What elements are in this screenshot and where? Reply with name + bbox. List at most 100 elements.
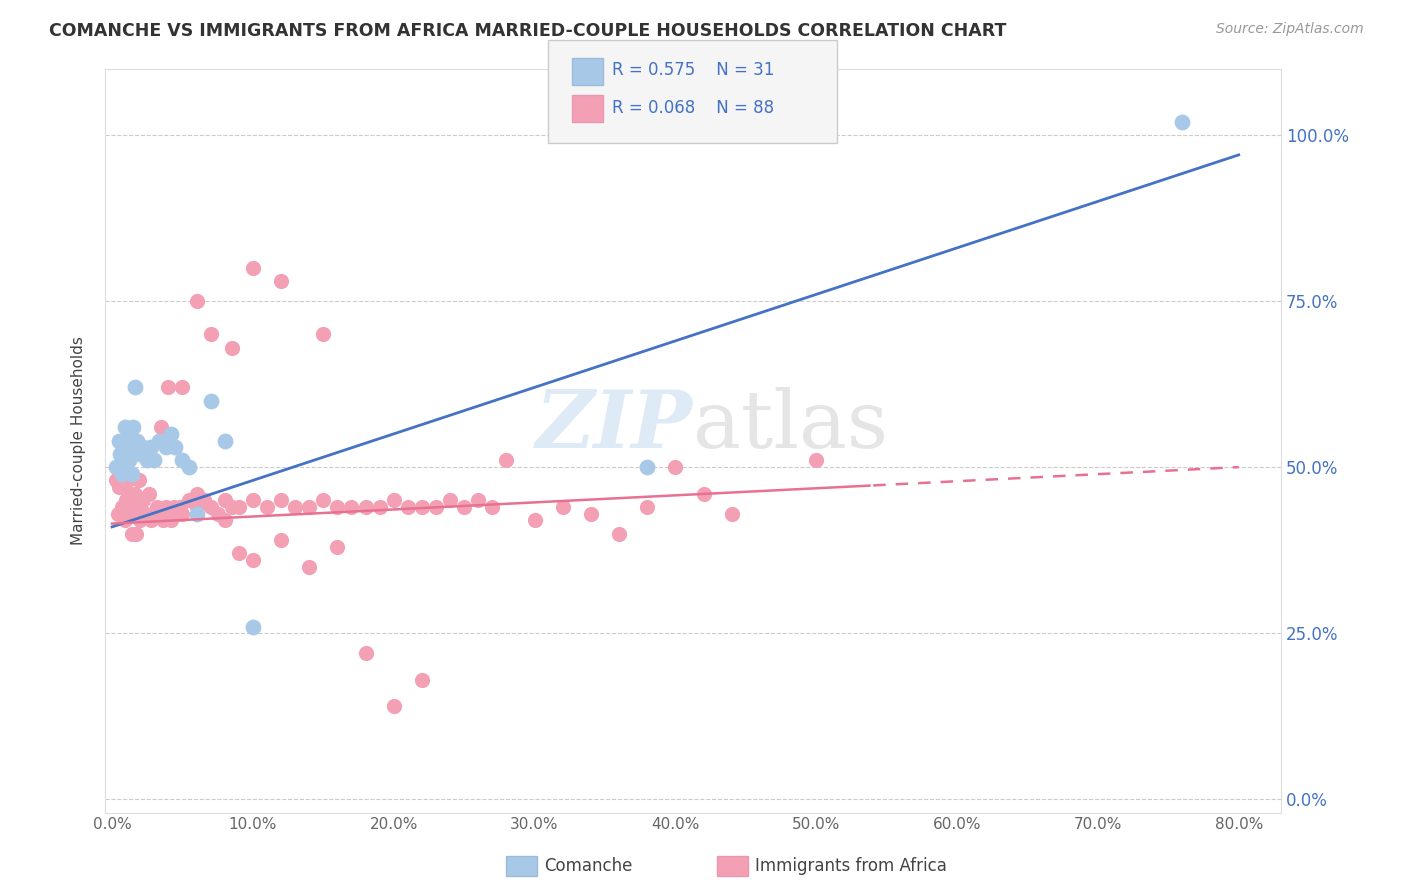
Point xyxy=(114,420,136,434)
Point xyxy=(396,500,419,514)
Point xyxy=(354,646,377,660)
Text: Source: ZipAtlas.com: Source: ZipAtlas.com xyxy=(1216,22,1364,37)
Point xyxy=(214,493,236,508)
Point xyxy=(129,447,152,461)
Point xyxy=(114,513,136,527)
Point xyxy=(326,500,349,514)
Point xyxy=(354,500,377,514)
Y-axis label: Married-couple Households: Married-couple Households xyxy=(72,336,86,545)
Point xyxy=(200,327,222,342)
Point xyxy=(129,513,152,527)
Point xyxy=(155,500,177,514)
Point xyxy=(221,341,243,355)
Point xyxy=(636,500,658,514)
Point xyxy=(228,500,250,514)
Point xyxy=(141,440,163,454)
Point xyxy=(122,420,145,434)
Point xyxy=(242,553,264,567)
Point xyxy=(111,500,134,514)
Point xyxy=(312,327,335,342)
Point xyxy=(166,507,188,521)
Point xyxy=(160,513,183,527)
Point xyxy=(1171,114,1194,128)
Text: Comanche: Comanche xyxy=(544,857,633,875)
Point xyxy=(127,500,149,514)
Point xyxy=(340,500,363,514)
Point xyxy=(551,500,574,514)
Point xyxy=(495,453,517,467)
Point xyxy=(157,380,180,394)
Point xyxy=(112,440,135,454)
Point xyxy=(242,493,264,508)
Point xyxy=(467,493,489,508)
Point xyxy=(326,540,349,554)
Point xyxy=(132,440,155,454)
Point xyxy=(636,460,658,475)
Point xyxy=(143,453,166,467)
Point xyxy=(298,559,321,574)
Point xyxy=(298,500,321,514)
Point xyxy=(157,507,180,521)
Point xyxy=(453,500,475,514)
Point xyxy=(439,493,461,508)
Point xyxy=(107,507,129,521)
Point xyxy=(382,493,405,508)
Point xyxy=(172,507,194,521)
Point xyxy=(105,460,128,475)
Point xyxy=(806,453,828,467)
Point xyxy=(312,493,335,508)
Point xyxy=(125,526,148,541)
Point xyxy=(242,619,264,633)
Point xyxy=(152,513,174,527)
Point xyxy=(172,453,194,467)
Point xyxy=(411,500,433,514)
Point xyxy=(270,493,292,508)
Text: ZIP: ZIP xyxy=(536,387,693,465)
Point xyxy=(148,434,170,448)
Point xyxy=(150,420,173,434)
Point xyxy=(149,507,172,521)
Point xyxy=(186,486,208,500)
Point xyxy=(110,460,132,475)
Point xyxy=(425,500,447,514)
Point xyxy=(136,453,159,467)
Point xyxy=(120,486,142,500)
Point xyxy=(179,493,201,508)
Point xyxy=(121,467,143,481)
Point xyxy=(382,699,405,714)
Point xyxy=(118,453,141,467)
Point xyxy=(118,507,141,521)
Point xyxy=(214,434,236,448)
Point xyxy=(270,274,292,288)
Point xyxy=(607,526,630,541)
Point xyxy=(270,533,292,548)
Point xyxy=(523,513,546,527)
Point xyxy=(143,507,166,521)
Point xyxy=(284,500,307,514)
Point xyxy=(121,526,143,541)
Point xyxy=(108,480,131,494)
Point xyxy=(200,500,222,514)
Point xyxy=(135,507,157,521)
Point xyxy=(138,486,160,500)
Point xyxy=(122,507,145,521)
Point xyxy=(115,493,138,508)
Point xyxy=(172,380,194,394)
Point xyxy=(163,500,186,514)
Point xyxy=(256,500,278,514)
Point xyxy=(112,474,135,488)
Point xyxy=(186,507,208,521)
Point xyxy=(165,440,187,454)
Point xyxy=(127,434,149,448)
Point xyxy=(146,500,169,514)
Point xyxy=(141,513,163,527)
Point xyxy=(228,546,250,560)
Point xyxy=(169,500,191,514)
Point xyxy=(111,467,134,481)
Point xyxy=(207,507,229,521)
Point xyxy=(720,507,742,521)
Point xyxy=(179,460,201,475)
Point xyxy=(108,434,131,448)
Text: Immigrants from Africa: Immigrants from Africa xyxy=(755,857,946,875)
Point xyxy=(481,500,503,514)
